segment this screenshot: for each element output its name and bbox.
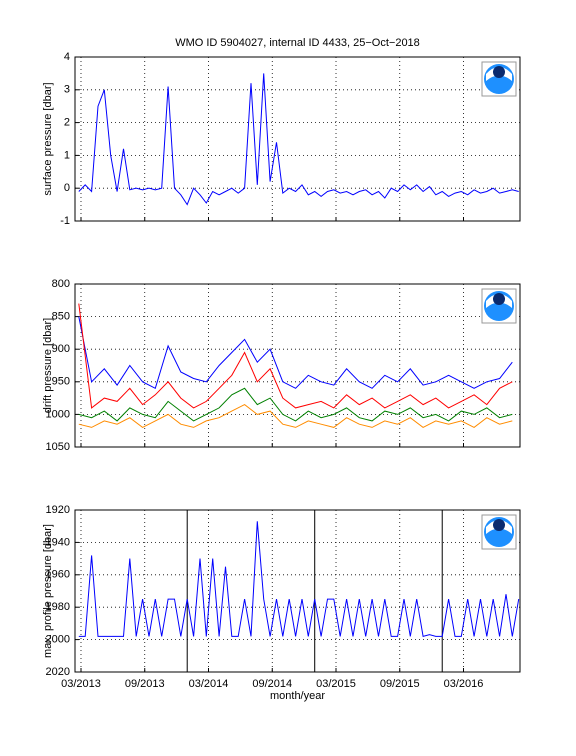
- data-line: [78, 73, 519, 206]
- logo: [493, 293, 505, 305]
- y-tick-label: 1940: [46, 536, 70, 548]
- x-tick-label: 03/2014: [189, 678, 229, 690]
- x-axis-label: month/year: [270, 690, 325, 702]
- data-line: [78, 387, 513, 422]
- y-tick-label: 850: [52, 311, 70, 323]
- axes-frame: [74, 56, 521, 222]
- x-tick-label: 03/2013: [61, 678, 101, 690]
- logo: [493, 66, 505, 78]
- y-tick-label: 900: [52, 343, 70, 355]
- y-tick-label: 1: [64, 149, 70, 161]
- axes-frame: [74, 509, 521, 673]
- y-tick-label: 1050: [46, 441, 70, 453]
- y-tick-label: 1960: [46, 569, 70, 581]
- plot-area: [75, 57, 520, 221]
- x-tick-label: 09/2015: [380, 678, 420, 690]
- data-line: [78, 404, 513, 428]
- y-tick-label: 1920: [46, 504, 70, 516]
- y-tick-label: 950: [52, 376, 70, 388]
- x-tick-label: 09/2013: [125, 678, 165, 690]
- x-tick-label: 03/2016: [444, 678, 484, 690]
- y-tick-label: 2000: [46, 634, 70, 646]
- y-axis-label: surface pressure [dbar]: [42, 82, 54, 195]
- y-tick-label: 3: [64, 84, 70, 96]
- y-axis-label: max. profile pressure [dbar]: [42, 524, 54, 658]
- data-line: [78, 303, 513, 409]
- y-tick-label: 0: [64, 182, 70, 194]
- data-line: [78, 521, 520, 638]
- data-line: [78, 316, 513, 390]
- logo: [493, 519, 505, 531]
- y-axis-label: drift pressure [dbar]: [42, 318, 54, 413]
- chart-title: WMO ID 5904027, internal ID 4433, 25−Oct…: [175, 37, 420, 49]
- y-tick-label: 1000: [46, 408, 70, 420]
- y-tick-label: 800: [52, 278, 70, 290]
- plot-area: [75, 510, 520, 672]
- y-tick-label: 2020: [46, 666, 70, 678]
- y-tick-label: 2: [64, 117, 70, 129]
- axes-frame: [74, 283, 521, 448]
- x-tick-label: 09/2014: [252, 678, 292, 690]
- y-tick-label: 1980: [46, 601, 70, 613]
- x-tick-label: 03/2015: [316, 678, 356, 690]
- y-tick-label: -1: [60, 215, 70, 227]
- y-tick-label: 4: [64, 51, 70, 63]
